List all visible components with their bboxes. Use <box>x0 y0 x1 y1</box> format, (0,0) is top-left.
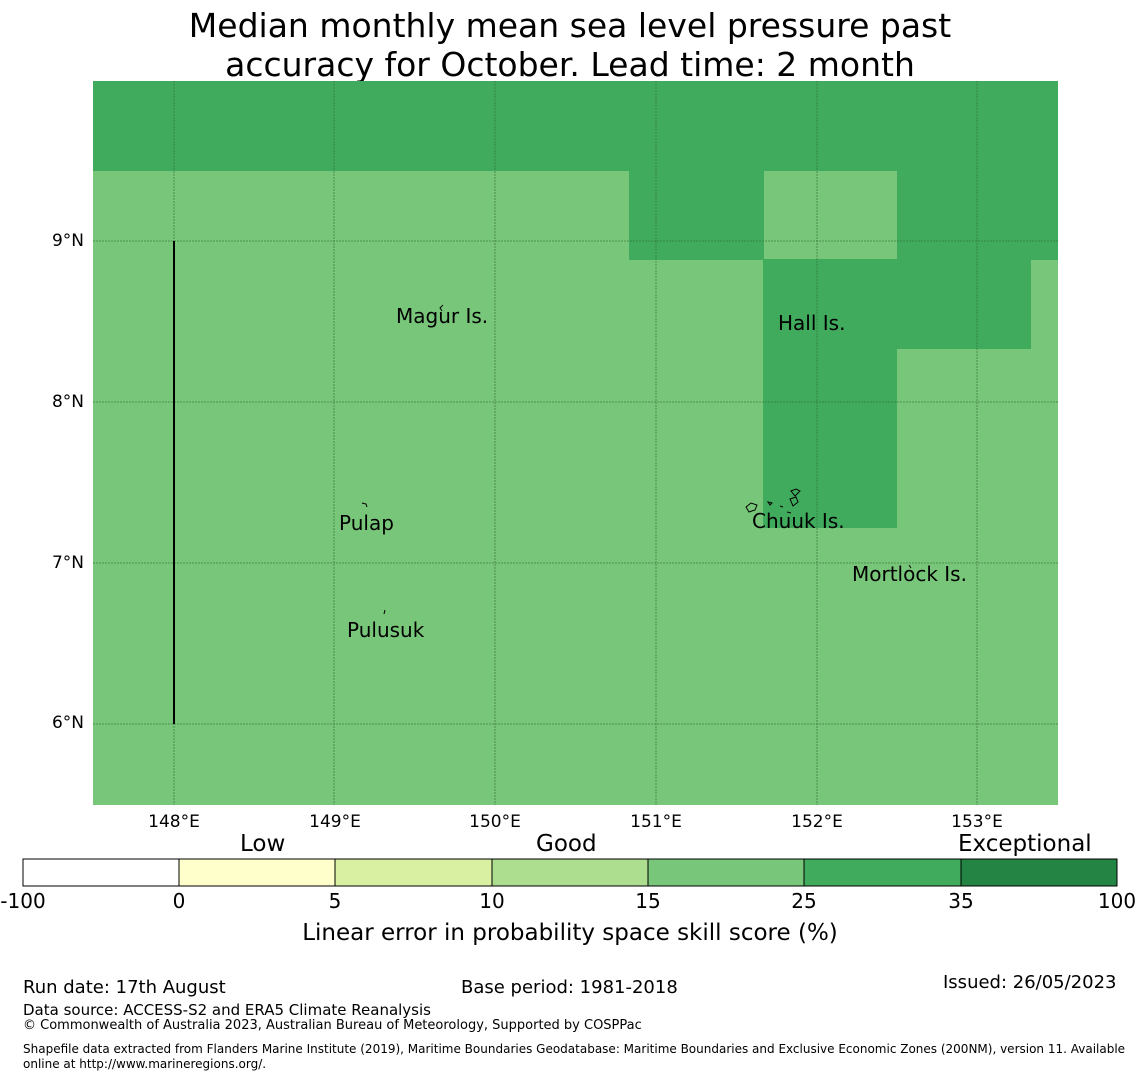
colorbar-segment <box>803 858 962 887</box>
colorbar-tick: 0 <box>172 889 186 913</box>
lon-label-149e: 149°E <box>309 812 361 832</box>
base-period: Base period: 1981-2018 <box>461 977 678 998</box>
lon-label-151e: 151°E <box>630 812 682 832</box>
colorbar-segment <box>334 858 493 887</box>
lat-label-7n: 7°N <box>51 553 84 573</box>
place-label-hall: Hall Is. <box>778 311 846 335</box>
copyright-notice: © Commonwealth of Australia 2023, Austra… <box>23 1018 642 1033</box>
category-label-exceptional: Exceptional <box>958 831 1092 857</box>
chuuk-island-outline <box>745 488 801 514</box>
colorbar-tick: 5 <box>328 889 342 913</box>
colorbar-segment <box>22 858 180 887</box>
chart-title: Median monthly mean sea level pressure p… <box>0 6 1140 84</box>
skill-cell <box>93 81 1058 171</box>
skill-cell <box>763 348 897 528</box>
pulusuk-island-outline <box>383 609 386 615</box>
place-label-chuuk: Chuuk Is. <box>752 509 845 533</box>
colorbar-segment <box>960 858 1118 887</box>
place-label-magur: Magur Is. <box>396 304 489 328</box>
colorbar-tick: 100 <box>1097 889 1137 913</box>
colorbar-segment <box>647 858 805 887</box>
data-source: Data source: ACCESS-S2 and ERA5 Climate … <box>23 1001 431 1019</box>
lat-label-6n: 6°N <box>51 713 84 733</box>
shapefile-credit-line-1: Shapefile data extracted from Flanders M… <box>23 1042 1126 1056</box>
place-label-mortlock: Mortlock Is. <box>852 562 967 586</box>
magur-island-outline <box>439 304 444 312</box>
colorbar-segment <box>178 858 336 887</box>
colorbar <box>22 858 1118 887</box>
pulap-island-outline <box>361 502 368 508</box>
skill-regions-25-35 <box>93 81 1058 528</box>
mortlock-island-outline <box>908 564 912 569</box>
title-line-2: accuracy for October. Lead time: 2 month <box>225 45 915 84</box>
colorbar-axis-label: Linear error in probability space skill … <box>302 920 838 946</box>
colorbar-tick: 10 <box>479 889 505 913</box>
lat-label-9n: 9°N <box>51 231 84 251</box>
lon-label-148e: 148°E <box>148 812 200 832</box>
colorbar-tick: -100 <box>0 889 46 913</box>
place-label-pulusuk: Pulusuk <box>347 618 425 642</box>
skill-cell <box>763 259 1031 349</box>
place-label-pulap: Pulap <box>339 511 394 535</box>
shapefile-credit-line-2: online at http://www.marineregions.org/. <box>23 1057 267 1071</box>
title-line-1: Median monthly mean sea level pressure p… <box>188 6 952 45</box>
skill-cell <box>629 170 764 260</box>
category-label-low: Low <box>240 831 286 857</box>
colorbar-tick: 25 <box>791 889 817 913</box>
lon-label-150e: 150°E <box>469 812 521 832</box>
issued-date: Issued: 26/05/2023 <box>943 972 1117 993</box>
skill-cell <box>897 170 1058 260</box>
lat-label-8n: 8°N <box>51 392 84 412</box>
lon-label-152e: 152°E <box>791 812 843 832</box>
colorbar-segment <box>491 858 649 887</box>
lon-label-153e: 153°E <box>951 812 1003 832</box>
category-label-good: Good <box>536 831 597 857</box>
island-outlines <box>361 304 912 615</box>
colorbar-tick: 35 <box>948 889 974 913</box>
run-date: Run date: 17th August <box>23 977 226 998</box>
colorbar-tick: 15 <box>635 889 661 913</box>
